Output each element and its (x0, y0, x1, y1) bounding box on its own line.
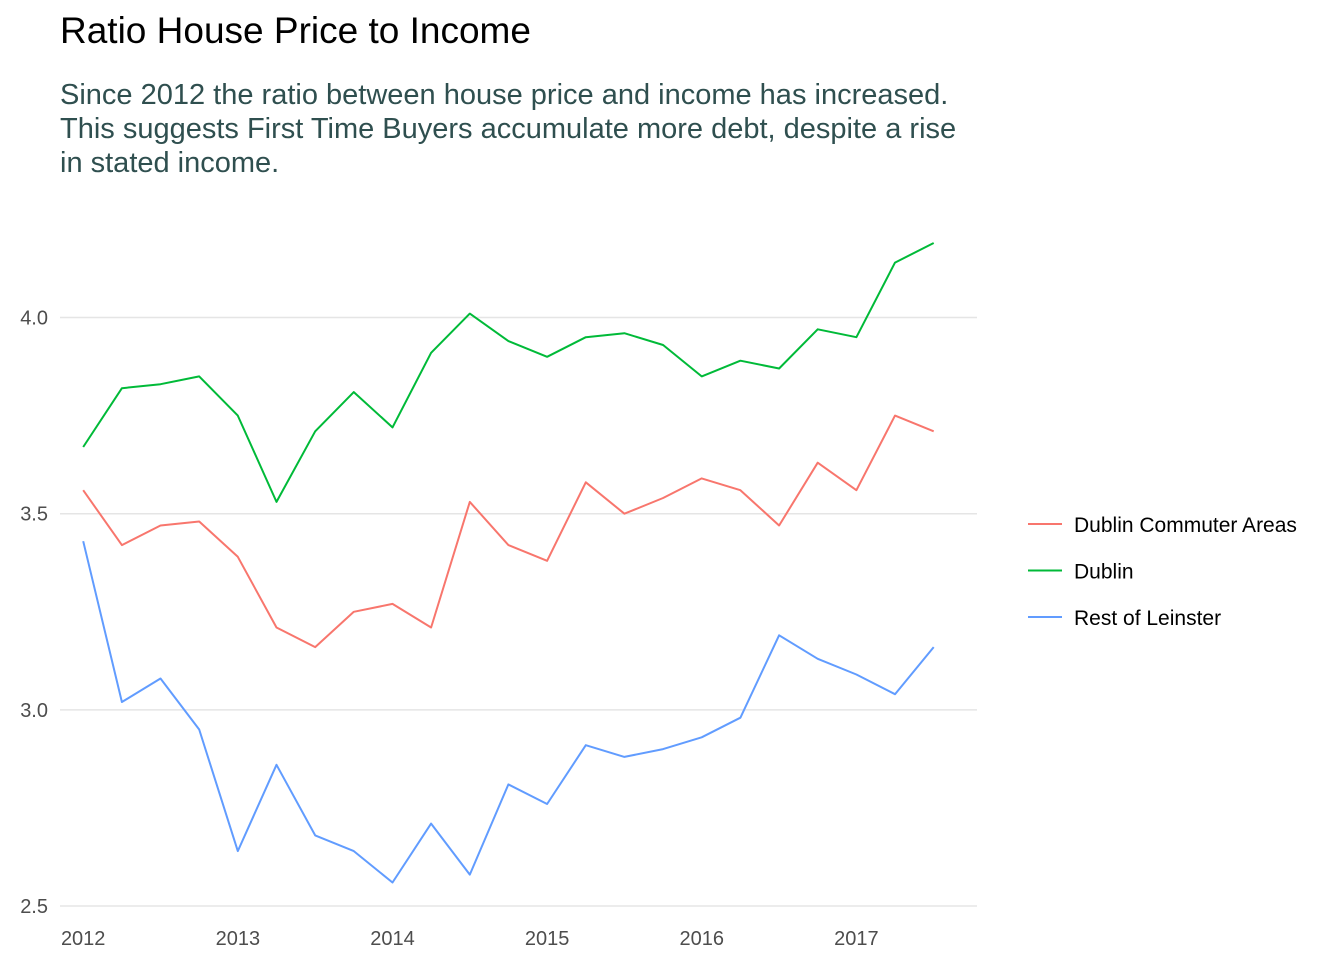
legend-item: Rest of Leinster (1028, 607, 1221, 630)
subtitle-line-2: This suggests First Time Buyers accumula… (60, 113, 957, 145)
series-lines (82, 242, 935, 884)
chart-subtitle: Since 2012 the ratio between house price… (60, 78, 1060, 180)
chart-title: Ratio House Price to Income (60, 10, 531, 51)
x-tick-label: 2012 (61, 928, 106, 950)
y-axis: 2.5 3.0 3.5 4.0 (20, 308, 48, 918)
x-tick-label: 2014 (370, 928, 415, 950)
y-tick-label: 3.0 (20, 700, 48, 722)
legend-label: Rest of Leinster (1074, 607, 1221, 630)
y-tick-label: 3.5 (20, 504, 48, 526)
y-tick-label: 4.0 (20, 308, 48, 330)
legend-label: Dublin (1074, 561, 1134, 584)
x-axis: 2012 2013 2014 2015 2016 2017 (61, 928, 879, 950)
x-tick-label: 2017 (834, 928, 879, 950)
subtitle-line-1: Since 2012 the ratio between house price… (60, 79, 949, 111)
x-tick-label: 2013 (216, 928, 261, 950)
series-line-2 (82, 242, 935, 503)
y-tick-label: 2.5 (20, 896, 48, 918)
x-tick-label: 2016 (679, 928, 724, 950)
legend-item: Dublin Commuter Areas (1028, 514, 1297, 537)
x-tick-label: 2015 (525, 928, 570, 950)
series-line-3 (82, 540, 935, 884)
legend: Dublin Commuter Areas Dublin Rest of Leins… (1028, 514, 1297, 630)
series-line-1 (82, 414, 935, 649)
gridlines (60, 316, 977, 907)
legend-item: Dublin (1028, 561, 1134, 584)
subtitle-line-3: in stated income. (60, 147, 280, 179)
legend-label: Dublin Commuter Areas (1074, 514, 1297, 537)
